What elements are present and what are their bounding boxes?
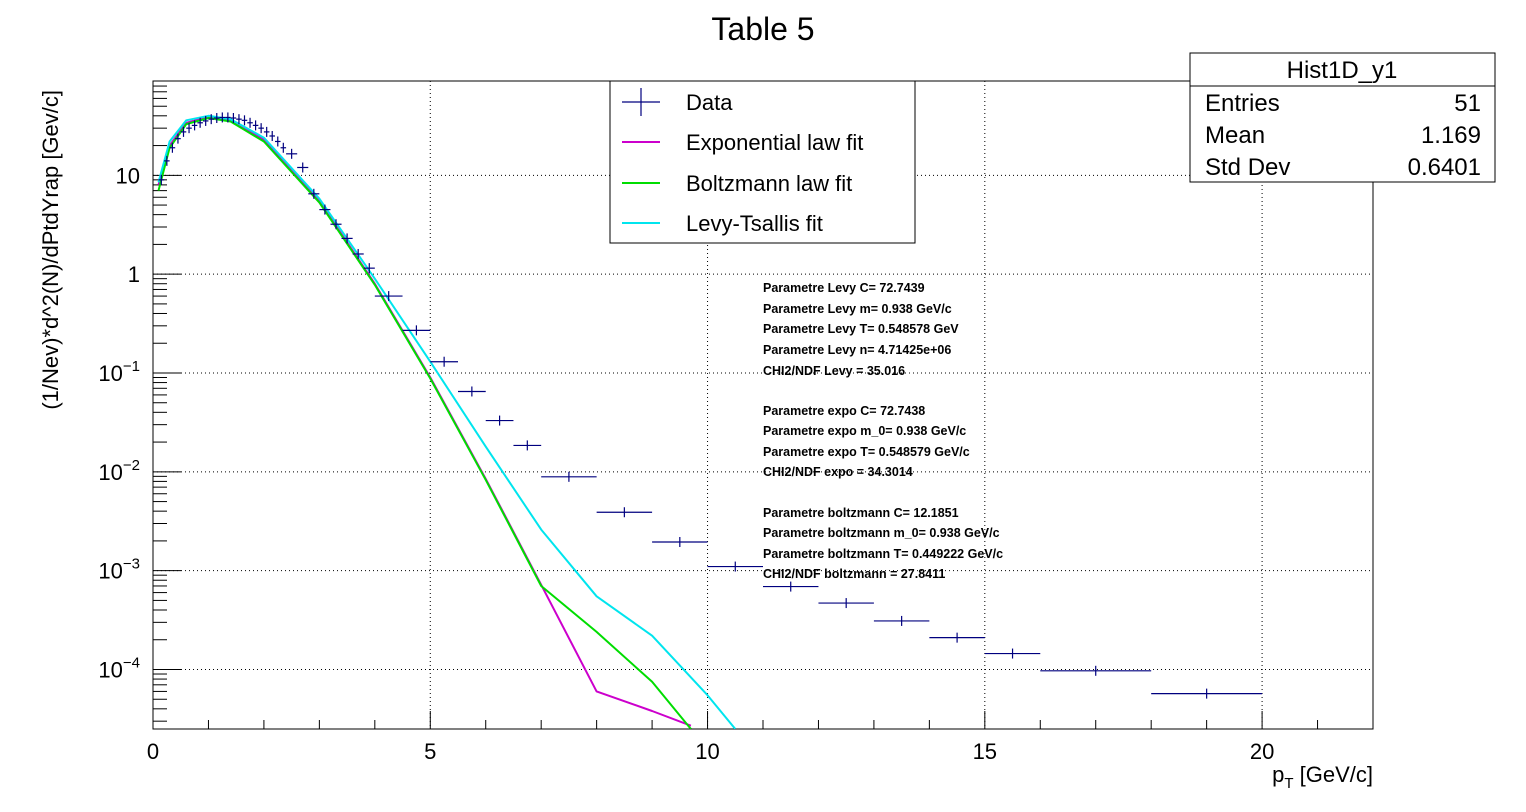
y-tick-base: 10 bbox=[98, 460, 122, 485]
levy-tsallis-fit-curve bbox=[157, 114, 737, 729]
y-tick-exponent: −4 bbox=[123, 654, 140, 671]
y-tick-base: 10 bbox=[116, 163, 140, 188]
y-tick-base: 10 bbox=[98, 361, 122, 386]
stats-label-entries: Entries bbox=[1205, 90, 1280, 117]
boltzmann-law-fit-curve bbox=[157, 117, 692, 729]
stats-label-stddev: Std Dev bbox=[1205, 154, 1290, 181]
y-tick-label: 10 bbox=[116, 163, 140, 188]
y-tick-label: 10−1 bbox=[98, 358, 140, 386]
fit-parameter-annotations: Parametre Levy C= 72.7439 Parametre Levy … bbox=[763, 281, 1003, 581]
y-tick-exponent: −3 bbox=[123, 556, 140, 573]
fit-parameter-text: CHI2/NDF boltzmann = 27.8411 bbox=[763, 567, 945, 581]
fit-parameter-text: CHI2/NDF Levy = 35.016 bbox=[763, 364, 905, 378]
fit-parameter-text: Parametre expo T= 0.548579 GeV/c bbox=[763, 445, 970, 459]
stats-value-stddev: 0.6401 bbox=[1408, 154, 1481, 181]
x-tick-label: 0 bbox=[147, 739, 159, 764]
stats-box: Hist1D_y1 Entries 51 Mean 1.169 Std Dev … bbox=[1189, 52, 1496, 183]
y-tick-label: 10−4 bbox=[98, 654, 140, 682]
x-tick-labels: 0 5 10 15 20 bbox=[147, 739, 1274, 764]
legend-label-levy-tsallis-fit: Levy-Tsallis fit bbox=[686, 211, 823, 236]
x-tick-label: 15 bbox=[973, 739, 997, 764]
fit-parameter-text: Parametre Levy T= 0.548578 GeV bbox=[763, 322, 959, 336]
x-axis-label: pT [GeV/c] bbox=[1272, 762, 1373, 792]
legend-box bbox=[609, 80, 916, 244]
fit-parameter-text: Parametre Levy n= 4.71425e+06 bbox=[763, 343, 951, 357]
fit-parameter-text: Parametre boltzmann m_0= 0.938 GeV/c bbox=[763, 526, 1000, 540]
data-points bbox=[158, 112, 1263, 699]
stats-value-entries: 51 bbox=[1454, 90, 1481, 117]
legend-entries: Data Exponential law fit Boltzmann law fit… bbox=[622, 88, 863, 236]
y-tick-base: 1 bbox=[128, 262, 140, 287]
x-tick-label: 5 bbox=[424, 739, 436, 764]
y-tick-exponent: −2 bbox=[123, 457, 140, 474]
legend-label-data: Data bbox=[686, 90, 733, 115]
y-tick-label: 10−3 bbox=[98, 556, 140, 584]
legend-label-boltzmann-law-fit: Boltzmann law fit bbox=[686, 171, 852, 196]
chart-title: Table 5 bbox=[711, 11, 814, 47]
stats-label-mean: Mean bbox=[1205, 122, 1265, 149]
y-tick-base: 10 bbox=[98, 657, 122, 682]
fit-parameter-text: Parametre boltzmann C= 12.1851 bbox=[763, 506, 959, 520]
fit-parameter-text: Parametre boltzmann T= 0.449222 GeV/c bbox=[763, 547, 1003, 561]
stats-title: Hist1D_y1 bbox=[1287, 57, 1398, 84]
fit-parameter-text: Parametre Levy m= 0.938 GeV/c bbox=[763, 302, 952, 316]
axis-ticks bbox=[152, 80, 1374, 729]
y-axis-label: (1/Nev)*d^2(N)/dPtdYrap [Gev/c] bbox=[38, 90, 63, 410]
fit-parameter-text: Parametre expo C= 72.7438 bbox=[763, 404, 925, 418]
fit-parameter-text: CHI2/NDF expo = 34.3014 bbox=[763, 465, 913, 479]
legend-label-exponential-law-fit: Exponential law fit bbox=[686, 130, 863, 155]
y-tick-label: 10−2 bbox=[98, 457, 140, 485]
y-tick-exponent: −1 bbox=[123, 358, 140, 375]
stats-value-mean: 1.169 bbox=[1421, 122, 1481, 149]
x-tick-label: 10 bbox=[695, 739, 719, 764]
y-tick-base: 10 bbox=[98, 559, 122, 584]
fit-parameter-text: Parametre Levy C= 72.7439 bbox=[763, 281, 925, 295]
stats-frame bbox=[1189, 52, 1496, 183]
legend: Data Exponential law fit Boltzmann law fit… bbox=[609, 80, 916, 244]
x-tick-label: 20 bbox=[1250, 739, 1274, 764]
fit-parameter-text: Parametre expo m_0= 0.938 GeV/c bbox=[763, 424, 966, 438]
y-tick-label: 1 bbox=[128, 262, 140, 287]
